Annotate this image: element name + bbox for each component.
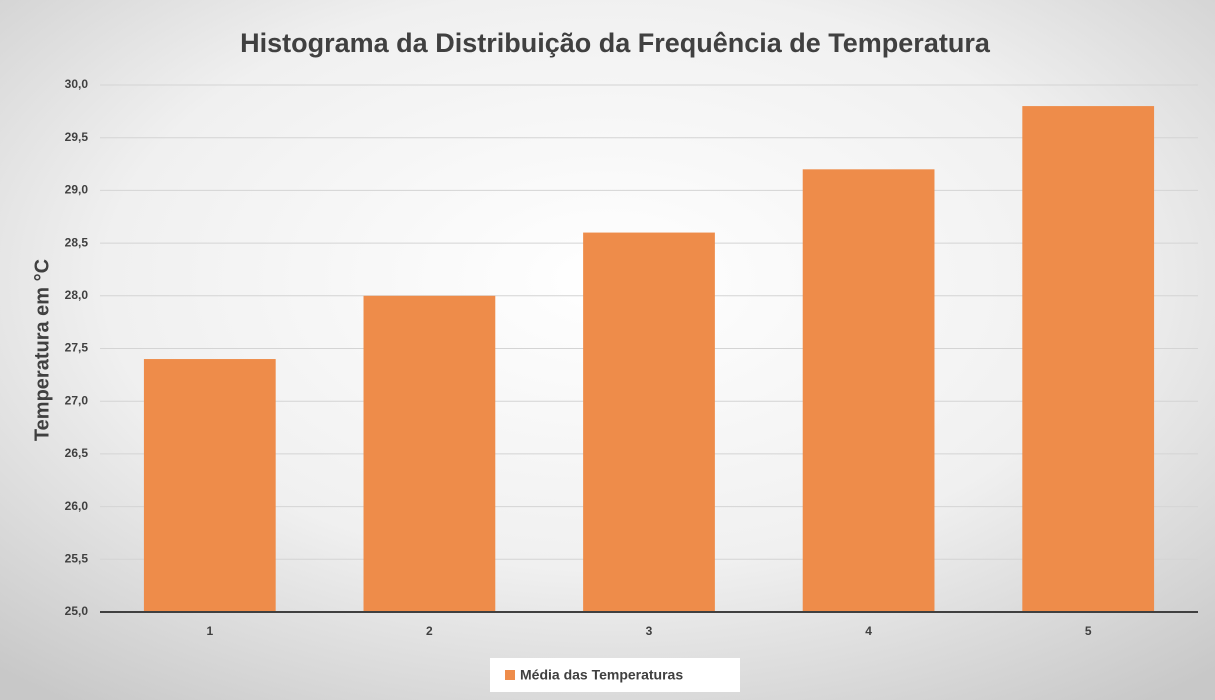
y-tick-label: 28,0: [65, 288, 89, 302]
y-tick-label: 25,5: [65, 551, 89, 565]
bar: [802, 169, 935, 612]
bar: [143, 359, 276, 612]
x-tick-label: 1: [206, 624, 213, 638]
y-tick-label: 25,0: [65, 604, 89, 618]
y-tick-label: 26,5: [65, 446, 89, 460]
y-tick-label: 27,5: [65, 341, 89, 355]
x-tick-label: 3: [646, 624, 653, 638]
x-tick-label: 5: [1085, 624, 1092, 638]
x-tick-label: 2: [426, 624, 433, 638]
y-tick-label: 30,0: [65, 77, 89, 91]
y-tick-label: 29,5: [65, 130, 89, 144]
legend-box: [490, 658, 740, 692]
legend-swatch: [505, 670, 515, 680]
bar: [1022, 106, 1155, 612]
chart-title: Histograma da Distribuição da Frequência…: [240, 28, 991, 58]
y-tick-label: 26,0: [65, 499, 89, 513]
y-tick-label: 27,0: [65, 393, 89, 407]
bar: [583, 232, 715, 612]
y-tick-label: 29,0: [65, 183, 89, 197]
y-axis-label: Temperatura em °C: [31, 259, 53, 441]
bar: [363, 295, 496, 612]
x-tick-label: 4: [865, 624, 872, 638]
y-tick-label: 28,5: [65, 235, 89, 249]
legend-label: Média das Temperaturas: [520, 667, 683, 683]
